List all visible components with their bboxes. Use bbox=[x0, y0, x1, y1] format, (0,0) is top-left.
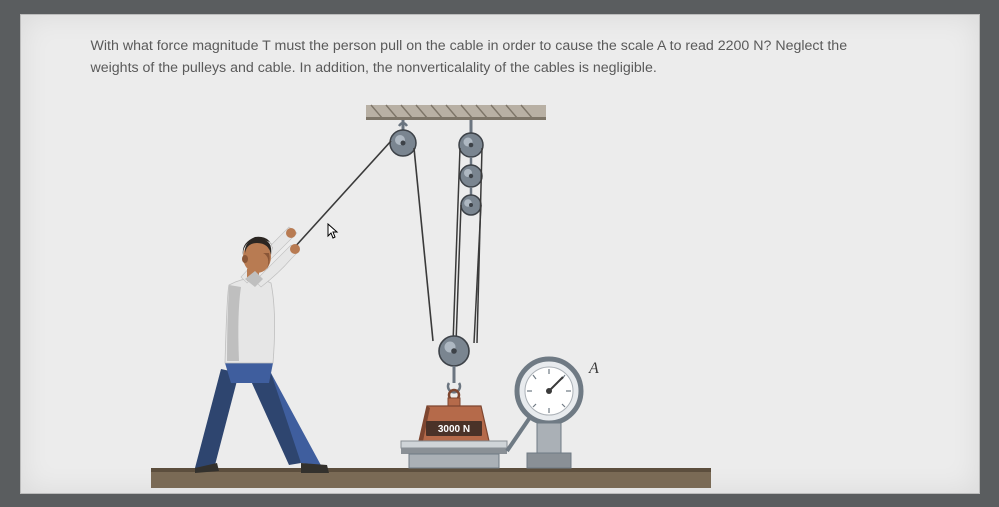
right-pulley-stack bbox=[459, 120, 483, 215]
scale-a: A bbox=[507, 359, 599, 468]
floor-edge bbox=[151, 468, 711, 472]
question-text: With what force magnitude T must the per… bbox=[91, 35, 909, 79]
pulley-lower bbox=[439, 336, 469, 392]
document-page: With what force magnitude T must the per… bbox=[20, 14, 980, 494]
question-line-2: weights of the pulleys and cable. In add… bbox=[91, 60, 657, 76]
figure-svg: 3000 N bbox=[151, 93, 711, 488]
weight-block: 3000 N bbox=[419, 390, 489, 441]
person bbox=[195, 227, 329, 473]
scale-label-a: A bbox=[588, 360, 599, 377]
cable-to-person bbox=[293, 141, 391, 249]
cable-left-down bbox=[414, 148, 433, 341]
question-line-1: With what force magnitude T must the per… bbox=[91, 38, 848, 54]
ceiling-support bbox=[366, 105, 546, 120]
weight-label-text: 3000 N bbox=[437, 424, 469, 435]
physics-figure: 3000 N bbox=[151, 93, 711, 488]
pulley-top-left bbox=[390, 120, 416, 156]
scale-plate bbox=[401, 441, 507, 468]
